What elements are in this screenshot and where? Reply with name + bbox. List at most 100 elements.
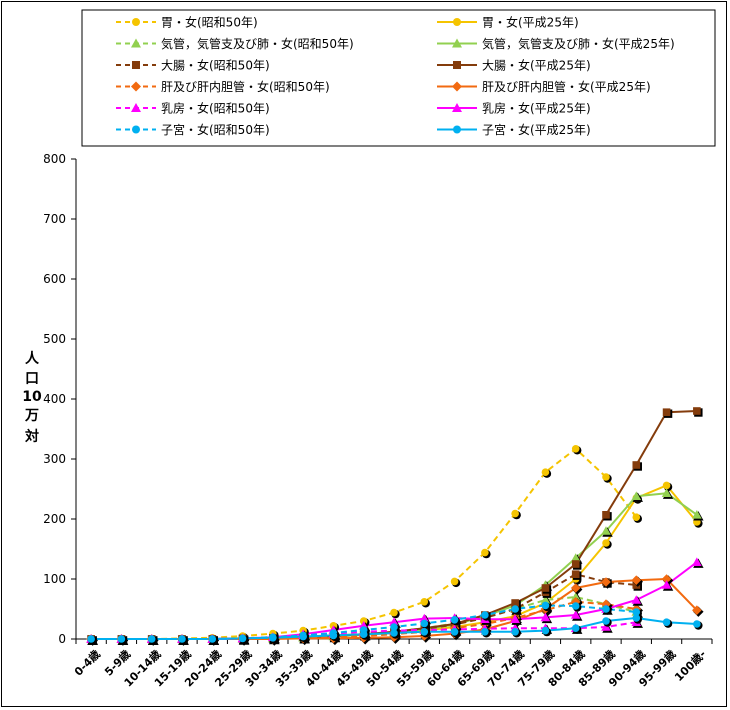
data-point xyxy=(481,548,489,557)
legend-item: 肝及び肝内胆管・女(平成25年) xyxy=(437,79,651,94)
data-point xyxy=(662,408,671,416)
data-point xyxy=(450,577,459,586)
legend-label: 胃・女(昭和50年) xyxy=(161,15,258,30)
data-point xyxy=(571,624,580,632)
legend-item: 子宮・女(平成25年) xyxy=(437,122,591,137)
x-tick-label: 100歳- xyxy=(671,647,708,684)
data-point xyxy=(692,605,702,615)
data-point xyxy=(571,602,580,610)
legend-item: 大腸・女(昭和50年) xyxy=(116,58,270,73)
data-point xyxy=(419,613,430,623)
legend-item: 気管，気管支及び肺・女(平成25年) xyxy=(437,36,675,51)
data-point xyxy=(541,468,550,477)
data-point xyxy=(540,595,551,604)
y-tick-label: 600 xyxy=(43,272,66,286)
data-point xyxy=(571,560,580,568)
data-point xyxy=(571,570,580,578)
legend-label: 乳房・女(平成25年) xyxy=(482,101,591,116)
data-point xyxy=(117,635,126,643)
legend-label: 子宮・女(昭和50年) xyxy=(161,122,270,137)
y-tick-label: 200 xyxy=(43,512,66,526)
series-line xyxy=(91,447,638,640)
data-point xyxy=(420,598,429,606)
data-point xyxy=(661,580,672,589)
x-axis: 0-4歳 5-9歳10-14歳15-19歳20-24歳25-29歳30-34歳35… xyxy=(71,638,713,689)
data-point xyxy=(632,513,641,521)
data-point xyxy=(481,611,489,619)
y-tick-label: 700 xyxy=(43,212,66,226)
legend-box xyxy=(81,9,716,147)
y-axis: 0 100 200 300 400 500 600 700 800 xyxy=(43,152,77,646)
legend-marker xyxy=(453,18,461,26)
data-point xyxy=(541,626,550,635)
data-point xyxy=(601,577,611,587)
y-axis-label-char: 対 xyxy=(24,428,39,445)
data-point xyxy=(511,509,519,518)
legend-label: 子宮・女(平成25年) xyxy=(482,122,591,137)
legend: 胃・女(昭和50年) 胃・女(平成25年) 気管，気管支及び肺・女(昭和50年) 気管… xyxy=(81,9,716,147)
legend-item: 子宮・女(昭和50年) xyxy=(116,122,270,137)
legend-marker xyxy=(453,61,461,69)
data-point xyxy=(420,619,429,628)
legend-label: 気管，気管支及び肺・女(平成25年) xyxy=(482,36,675,51)
data-point xyxy=(692,510,702,519)
data-point xyxy=(208,635,217,643)
y-tick-label: 0 xyxy=(58,632,66,646)
legend-marker xyxy=(132,18,140,26)
data-point xyxy=(269,634,277,642)
data-point xyxy=(601,526,611,535)
data-point xyxy=(602,539,610,547)
legend-item: 乳房・女(平成25年) xyxy=(437,101,591,116)
data-point xyxy=(631,595,642,604)
y-tick-label: 300 xyxy=(43,452,66,466)
data-point xyxy=(692,557,702,566)
legend-label: 大腸・女(昭和50年) xyxy=(161,58,270,73)
y-tick-label: 400 xyxy=(43,392,66,406)
y-axis-label-char: 人 xyxy=(25,350,40,367)
legend-marker xyxy=(132,61,140,69)
data-point xyxy=(631,575,642,585)
data-point xyxy=(511,628,519,636)
legend-item: 肝及び肝内胆管・女(昭和50年) xyxy=(116,79,330,94)
data-point xyxy=(602,473,610,481)
legend-label: 胃・女(平成25年) xyxy=(482,15,579,30)
legend-marker xyxy=(131,103,141,112)
legend-label: 大腸・女(平成25年) xyxy=(482,58,591,73)
data-point xyxy=(661,574,672,584)
legend-item: 乳房・女(昭和50年) xyxy=(116,101,270,116)
legend-marker xyxy=(131,38,141,48)
data-point xyxy=(662,618,671,626)
data-point xyxy=(602,511,610,519)
legend-marker xyxy=(452,103,462,112)
data-point xyxy=(602,605,610,613)
y-axis-label-char: 万 xyxy=(24,408,39,424)
legend-marker xyxy=(453,125,461,134)
data-point xyxy=(632,608,641,616)
data-point xyxy=(632,614,641,622)
legend-item: 胃・女(平成25年) xyxy=(437,15,579,30)
legend-marker xyxy=(452,81,462,92)
data-point xyxy=(420,628,429,636)
series-1 xyxy=(91,447,638,640)
data-point xyxy=(661,488,672,497)
data-point xyxy=(147,635,156,643)
data-point xyxy=(601,622,611,631)
y-tick-label: 100 xyxy=(43,572,66,586)
legend-item: 大腸・女(平成25年) xyxy=(437,58,591,73)
data-point xyxy=(570,583,581,593)
data-point xyxy=(481,628,489,636)
data-point xyxy=(359,630,368,638)
legend-label: 気管，気管支及び肺・女(昭和50年) xyxy=(161,36,354,51)
data-point xyxy=(390,629,398,637)
plot-area xyxy=(86,407,704,646)
data-point xyxy=(570,610,581,619)
data-point xyxy=(450,628,459,636)
data-point xyxy=(662,481,671,490)
data-point xyxy=(511,599,519,607)
data-point xyxy=(693,407,701,415)
y-axis-label: 人口 10 万対 xyxy=(22,350,42,445)
y-tick-label: 500 xyxy=(43,332,66,346)
data-point xyxy=(390,608,398,617)
